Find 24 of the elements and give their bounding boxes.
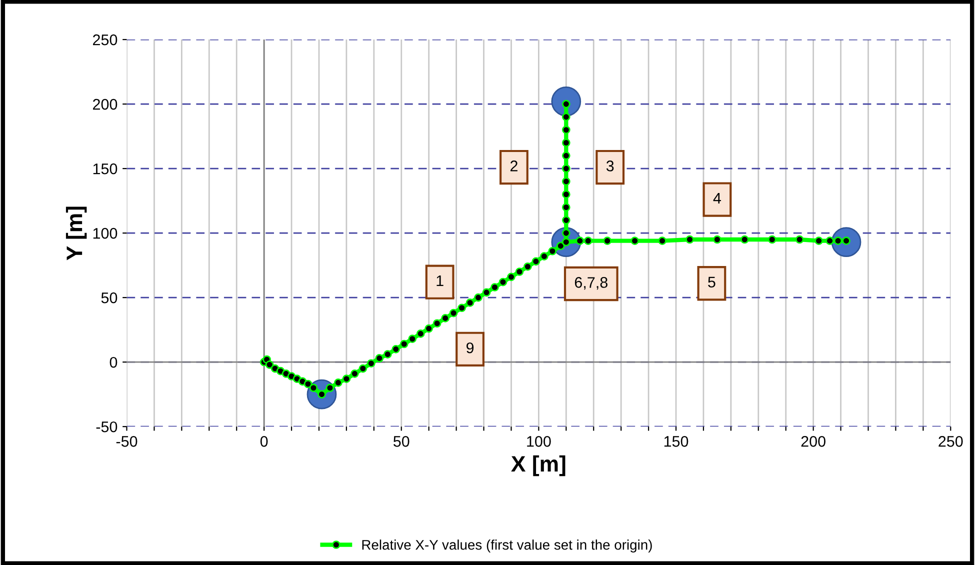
y-tick-label: 150	[93, 163, 118, 174]
y-tick-label: 200	[93, 98, 118, 110]
x-tick-label: 150	[664, 436, 688, 447]
x-tick-label: -50	[116, 436, 138, 447]
x-tick-label: 200	[801, 436, 826, 447]
annotation: 4	[713, 192, 721, 204]
annotation: 3	[606, 160, 614, 172]
y-tick-label: 50	[101, 292, 118, 304]
annotation: 2	[510, 160, 518, 172]
x-tick-label: 100	[527, 436, 551, 447]
y-tick-label: -50	[96, 421, 118, 432]
x-tick-label: 50	[393, 436, 410, 447]
annotation: 9	[466, 342, 474, 354]
legend-label: Relative X-Y values (first value set in the origin)	[362, 540, 652, 552]
y-tick-label: 250	[93, 34, 118, 46]
y-tick-label: 0	[110, 356, 118, 368]
x-tick-label: 0	[260, 436, 268, 447]
y-axis-title: Y [m]	[66, 206, 87, 260]
annotation: 1	[436, 276, 444, 286]
x-tick-label: 250	[938, 436, 963, 447]
y-tick-label: 100	[93, 228, 118, 239]
annotation: 5	[708, 276, 716, 288]
annotation: 6,7,8	[574, 277, 608, 290]
x-axis-title: X [m]	[511, 455, 566, 476]
